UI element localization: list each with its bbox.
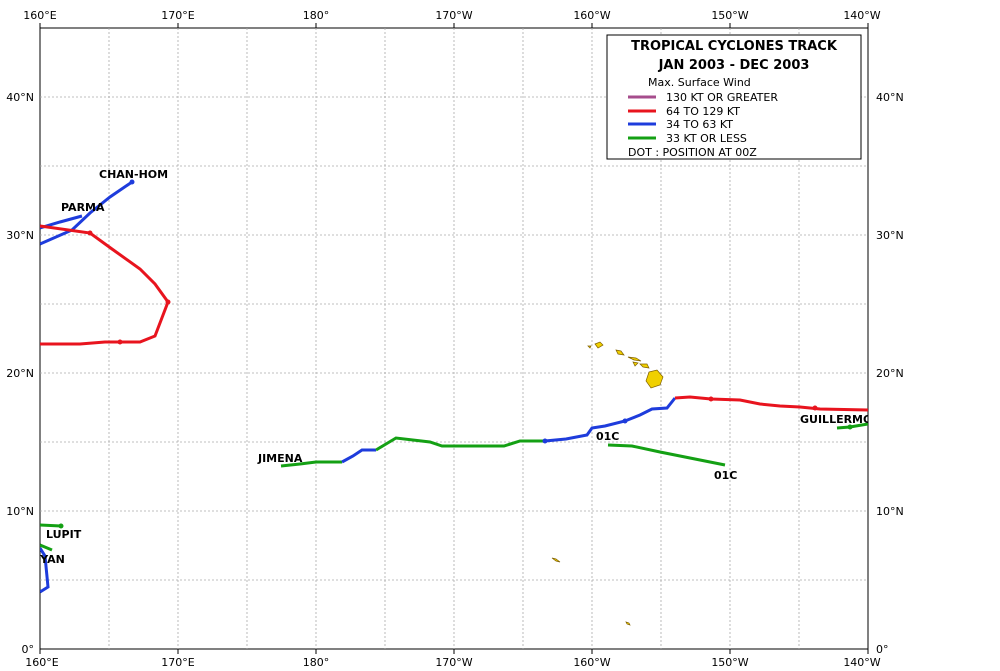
lat-label: 30°N	[876, 229, 904, 242]
storm-label-chan-hom: CHAN-HOM	[99, 168, 168, 181]
lat-label: 0°	[876, 643, 889, 656]
legend-period: JAN 2003 - DEC 2003	[658, 58, 810, 73]
storm-label-nyan: NYAN	[31, 553, 65, 566]
lon-label: 180°	[303, 9, 330, 22]
legend-dot-note: DOT : POSITION AT 00Z	[628, 146, 757, 159]
lon-label: 160°W	[573, 9, 610, 22]
lon-label: 150°W	[711, 9, 748, 22]
lon-label: 140°W	[843, 656, 880, 669]
legend-item: 130 KT OR GREATER	[666, 91, 778, 104]
position-dot	[87, 230, 93, 236]
storm-label-01c: 01C	[714, 469, 737, 482]
grid-lines	[40, 28, 868, 649]
lat-label: 10°N	[876, 505, 904, 518]
lat-label: 10°N	[6, 505, 34, 518]
hawaii-islands	[551, 341, 664, 626]
track-01c	[607, 443, 726, 467]
storm-label-01c: 01C	[596, 430, 619, 443]
legend-item: 34 TO 63 KT	[666, 118, 733, 131]
position-dot	[117, 339, 123, 345]
storm-label-lupit: LUPIT	[46, 528, 82, 541]
position-dot	[165, 299, 171, 305]
position-dot	[708, 396, 714, 402]
track-nyan-blue	[40, 547, 50, 594]
lon-label: 160°W	[573, 656, 610, 669]
lat-label: 40°N	[876, 91, 904, 104]
position-dot	[622, 418, 628, 424]
lat-label: 20°N	[876, 367, 904, 380]
track-jimena-blue-1	[341, 448, 376, 464]
lon-label: 160°E	[23, 9, 56, 22]
storm-labels: CHAN-HOM PARMA JIMENA 01C 01C LUPIT NYAN…	[31, 168, 872, 566]
lon-label: 140°W	[843, 9, 880, 22]
lon-label: 180°	[303, 656, 330, 669]
lon-label: 170°E	[161, 9, 194, 22]
position-dot	[847, 424, 853, 430]
legend-item: 33 KT OR LESS	[666, 132, 747, 145]
legend-title: TROPICAL CYCLONES TRACK	[631, 39, 838, 54]
position-dot	[58, 523, 64, 529]
track-lupit	[40, 523, 62, 528]
storm-label-jimena: JIMENA	[257, 452, 303, 465]
position-dot	[129, 179, 135, 185]
lat-label: 0°	[22, 643, 35, 656]
track-jimena-green-2	[375, 436, 545, 452]
position-dot	[812, 405, 818, 411]
storm-label-guillermo: GUILLERMO	[800, 413, 872, 426]
lon-label: 150°W	[711, 656, 748, 669]
legend-wind-header: Max. Surface Wind	[648, 76, 751, 89]
lon-label: 170°E	[161, 656, 194, 669]
position-dot	[542, 438, 548, 444]
lon-label: 160°E	[25, 656, 58, 669]
lon-label: 170°W	[435, 9, 472, 22]
legend-item: 64 TO 129 KT	[666, 105, 740, 118]
lon-labels-top: 160°E 170°E 180° 170°W 160°W 150°W 140°W	[23, 9, 881, 22]
lat-label: 30°N	[6, 229, 34, 242]
lat-labels-right: 0° 10°N 20°N 30°N 40°N	[876, 91, 904, 656]
track-jimena-green	[280, 460, 342, 468]
track-chan-hom	[40, 180, 133, 246]
lon-labels-bottom: 160°E 170°E 180° 170°W 160°W 150°W 140°W	[25, 656, 881, 669]
storm-label-parma: PARMA	[61, 201, 105, 214]
lat-labels-left: 0° 10°N 20°N 30°N 40°N	[6, 91, 34, 656]
lat-label: 20°N	[6, 367, 34, 380]
lat-label: 40°N	[6, 91, 34, 104]
track-nyan-green	[40, 543, 53, 552]
track-jimena-blue-2	[544, 397, 677, 443]
axis-ticks	[39, 23, 869, 654]
legend: TROPICAL CYCLONES TRACK JAN 2003 - DEC 2…	[606, 34, 862, 160]
lon-label: 170°W	[435, 656, 472, 669]
